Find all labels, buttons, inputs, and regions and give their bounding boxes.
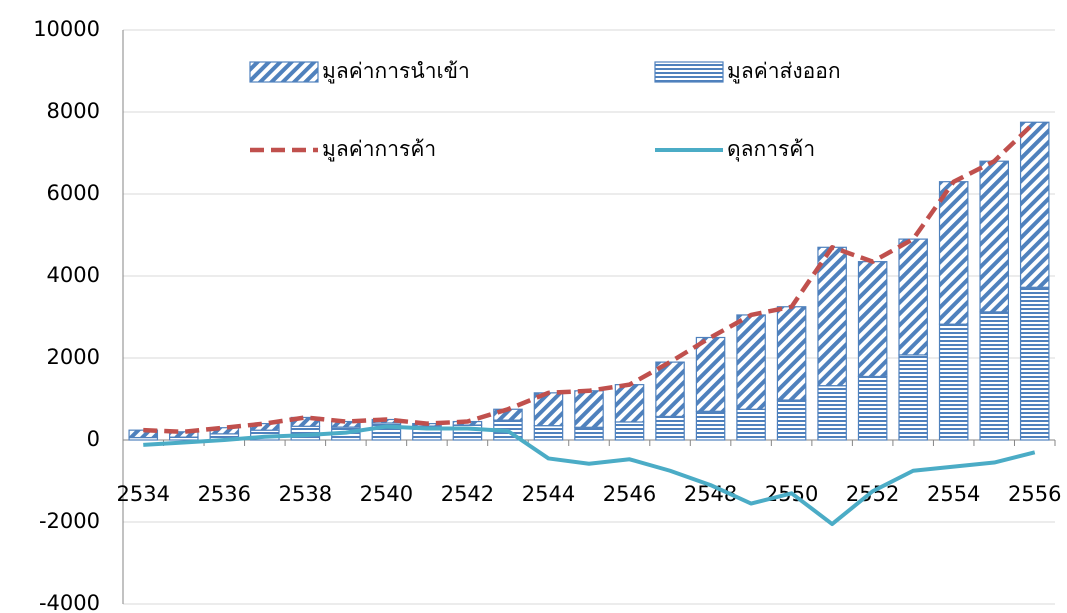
bar-segment [736, 314, 766, 410]
bar-segment [695, 410, 726, 441]
x-tick-label: 2538 [279, 482, 332, 506]
bar-segment [776, 306, 807, 401]
bar-segment [614, 421, 645, 441]
line-series [143, 424, 1036, 527]
x-tick-label: 2556 [1008, 482, 1061, 506]
bar-segment [817, 246, 847, 387]
bar-segment [614, 384, 645, 423]
bar-segment [736, 408, 766, 441]
bar-segment [857, 375, 888, 441]
x-tick-label: 2552 [846, 482, 899, 506]
legend-label: มูลค่าส่งออก [727, 59, 841, 84]
x-tick-label: 2534 [117, 482, 170, 506]
bar-segment [898, 238, 928, 356]
y-tick-label: 8000 [47, 99, 100, 123]
x-tick-label: 2544 [522, 482, 575, 506]
bar-segment [776, 399, 807, 441]
x-tick-label: 2546 [603, 482, 656, 506]
bar-segment [533, 425, 564, 441]
bar-segment [898, 354, 928, 441]
bar-segment [695, 336, 726, 412]
bar-segment [574, 426, 604, 441]
y-tick-label: 6000 [47, 181, 100, 205]
bar-segment [655, 415, 685, 441]
y-tick-label: -4000 [39, 591, 100, 613]
y-tick-label: 10000 [33, 17, 100, 41]
bar-segment [1019, 286, 1050, 441]
legend-swatch [654, 61, 724, 83]
bar-segment [857, 261, 888, 378]
bar-segment [817, 385, 847, 441]
y-tick-label: -2000 [39, 509, 100, 533]
line-series [143, 120, 1037, 435]
bar-segment [979, 311, 1010, 441]
legend-label: มูลค่าการค้า [322, 137, 436, 162]
x-tick-label: 2540 [360, 482, 413, 506]
bar-segment [938, 323, 969, 441]
y-tick-label: 2000 [47, 345, 100, 369]
x-tick-label: 2536 [198, 482, 251, 506]
x-tick-label: 2554 [927, 482, 980, 506]
bar-segment [655, 361, 685, 418]
y-tick-label: 4000 [47, 263, 100, 287]
bar-segment [574, 390, 604, 428]
legend-label: ดุลการค้า [727, 137, 815, 162]
legend-label: มูลค่าการนำเข้า [322, 59, 470, 84]
y-tick-label: 0 [87, 427, 100, 451]
bar-segment [1019, 121, 1050, 288]
legend-swatch [249, 61, 319, 83]
bar-segment [169, 431, 199, 438]
x-tick-label: 2542 [441, 482, 494, 506]
bar-segment [331, 420, 361, 428]
bar-segment [979, 160, 1010, 313]
bar-segment [938, 181, 969, 325]
